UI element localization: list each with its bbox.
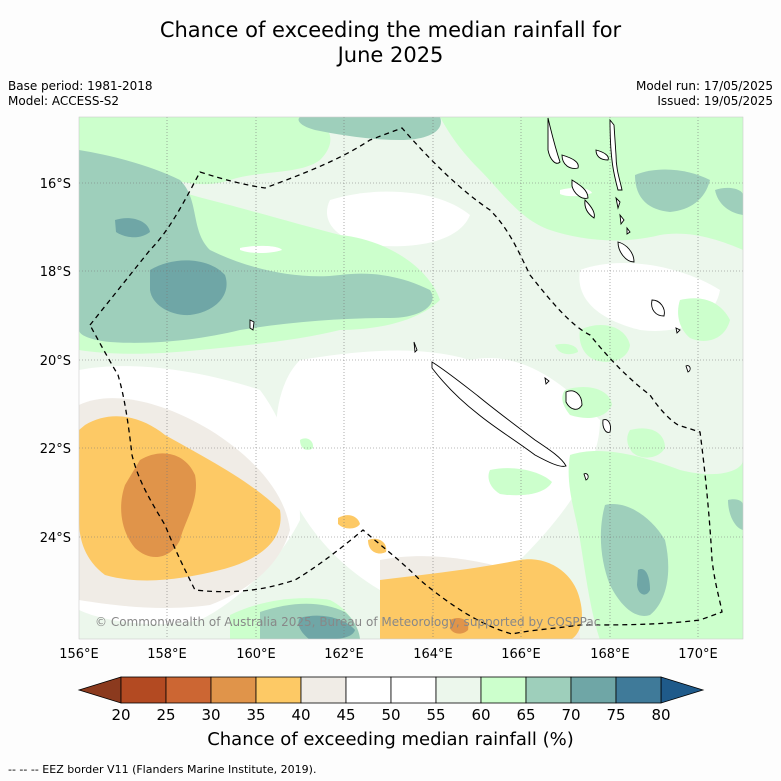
issued-date: Issued: 19/05/2025 bbox=[657, 94, 773, 108]
colorbar-segment bbox=[345, 676, 392, 704]
lon-label-164e: 164°E bbox=[413, 647, 453, 662]
title-line-2: June 2025 bbox=[337, 43, 444, 67]
copyright-notice: © Commonwealth of Australia 2025, Bureau… bbox=[95, 615, 600, 629]
lon-label-160e: 160°E bbox=[236, 647, 276, 662]
lat-label-20s: 20°S bbox=[40, 354, 71, 369]
colorbar-segment bbox=[480, 676, 527, 704]
meta-left: Base period: 1981-2018 Model: ACCESS-S2 bbox=[8, 79, 153, 109]
colorbar-tick-label: 75 bbox=[606, 706, 625, 724]
colorbar-tick-label: 55 bbox=[426, 706, 445, 724]
colorbar-tick-label: 80 bbox=[651, 706, 670, 724]
colorbar-high-extension bbox=[660, 676, 705, 704]
colorbar-tick-label: 20 bbox=[111, 706, 130, 724]
colorbar-tick-label: 30 bbox=[201, 706, 220, 724]
map-gridlines bbox=[79, 117, 743, 639]
meta-right: Model run: 17/05/2025 Issued: 19/05/2025 bbox=[636, 79, 773, 109]
lat-label-22s: 22°S bbox=[40, 442, 71, 457]
colorbar-tick-label: 40 bbox=[291, 706, 310, 724]
colorbar-low-extension bbox=[77, 676, 122, 704]
colorbar-tick-label: 70 bbox=[561, 706, 580, 724]
new-caledonia-main-island bbox=[431, 361, 567, 467]
base-period: Base period: 1981-2018 bbox=[8, 79, 153, 93]
coastlines bbox=[249, 117, 691, 481]
longitude-labels: 156°E 158°E 160°E 162°E 164°E 166°E 168°… bbox=[59, 647, 718, 662]
model-run: Model run: 17/05/2025 bbox=[635, 79, 773, 93]
colorbar-title: Chance of exceeding median rainfall (%) bbox=[207, 729, 574, 750]
colorbar-segment bbox=[210, 676, 257, 704]
colorbar-segment bbox=[390, 676, 437, 704]
colorbar-tick-label: 60 bbox=[471, 706, 490, 724]
colorbar-segment bbox=[165, 676, 212, 704]
colorbar-segment bbox=[570, 676, 617, 704]
lon-label-168e: 168°E bbox=[590, 647, 630, 662]
rainfall-field bbox=[79, 117, 743, 639]
model-name: Model: ACCESS-S2 bbox=[8, 94, 120, 108]
map-title: Chance of exceeding the median rainfall … bbox=[0, 18, 781, 68]
lon-label-158e: 158°E bbox=[147, 647, 187, 662]
colorbar-tick-label: 25 bbox=[156, 706, 175, 724]
colorbar-segment bbox=[525, 676, 572, 704]
colorbar-tick-label: 35 bbox=[246, 706, 265, 724]
lat-label-18s: 18°S bbox=[40, 265, 71, 280]
colorbar-segment bbox=[435, 676, 482, 704]
colorbar: 20 25 30 35 40 45 50 55 60 65 70 75 80 bbox=[77, 676, 705, 724]
lon-label-170e: 170°E bbox=[678, 647, 718, 662]
lon-label-166e: 166°E bbox=[501, 647, 541, 662]
eez-border bbox=[89, 127, 723, 635]
lon-label-156e: 156°E bbox=[59, 647, 99, 662]
lat-label-24s: 24°S bbox=[40, 531, 71, 546]
colorbar-tick-label: 50 bbox=[381, 706, 400, 724]
colorbar-segment bbox=[615, 676, 662, 704]
eez-note: -- -- -- EEZ border V11 (Flanders Marine… bbox=[8, 763, 317, 776]
colorbar-segment bbox=[300, 676, 347, 704]
title-line-1: Chance of exceeding the median rainfall … bbox=[159, 18, 622, 42]
colorbar-tick-label: 65 bbox=[516, 706, 535, 724]
colorbar-tick-label: 45 bbox=[336, 706, 355, 724]
lon-label-162e: 162°E bbox=[324, 647, 364, 662]
latitude-labels: 16°S 18°S 20°S 22°S 24°S bbox=[40, 177, 71, 546]
colorbar-segment bbox=[255, 676, 302, 704]
lat-label-16s: 16°S bbox=[40, 177, 71, 192]
colorbar-segment bbox=[120, 676, 167, 704]
